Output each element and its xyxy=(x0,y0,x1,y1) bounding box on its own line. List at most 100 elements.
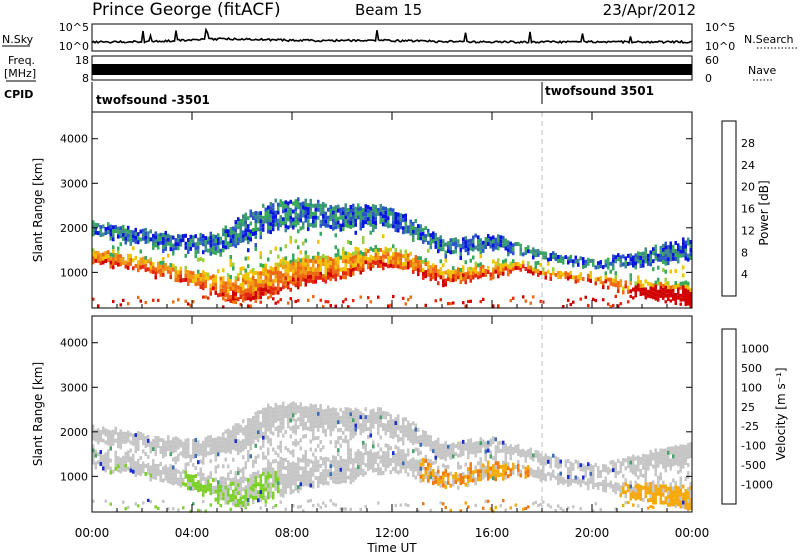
data-cell xyxy=(249,422,252,427)
data-cell xyxy=(239,235,242,239)
data-cell xyxy=(329,424,332,429)
data-cell xyxy=(322,421,325,426)
data-cell xyxy=(577,274,580,279)
data-cell xyxy=(352,223,355,228)
data-cell xyxy=(599,276,602,281)
data-cell xyxy=(564,255,567,260)
data-cell xyxy=(232,286,235,291)
data-cell xyxy=(384,443,387,448)
data-cell xyxy=(659,496,662,501)
data-cell xyxy=(254,283,257,287)
data-cell xyxy=(329,499,332,503)
data-cell xyxy=(644,295,647,300)
data-cell xyxy=(647,257,650,262)
data-cell xyxy=(244,477,247,482)
data-cell xyxy=(209,475,212,480)
data-cell xyxy=(402,266,405,271)
data-cell xyxy=(319,259,322,264)
data-cell xyxy=(474,503,477,507)
data-cell xyxy=(209,287,212,292)
data-cell xyxy=(427,462,430,467)
data-cell xyxy=(592,258,595,263)
data-cell xyxy=(507,252,510,257)
data-cell xyxy=(404,453,407,458)
data-cell xyxy=(509,468,512,473)
data-cell xyxy=(232,457,235,462)
colorbar-tick-label: 1000 xyxy=(741,342,769,355)
data-cell xyxy=(347,407,350,412)
data-cell xyxy=(229,450,232,455)
data-cell xyxy=(119,437,122,442)
data-cell xyxy=(204,481,207,486)
nsearch-tick-top: 10^5 xyxy=(705,21,735,34)
data-cell xyxy=(342,410,345,415)
data-cell xyxy=(399,425,402,430)
data-cell xyxy=(177,274,180,279)
data-cell xyxy=(657,479,660,484)
data-cell xyxy=(652,283,655,288)
data-cell xyxy=(149,465,152,470)
data-cell xyxy=(379,203,382,208)
data-cell xyxy=(264,283,267,288)
data-cell xyxy=(152,439,155,444)
data-cell xyxy=(254,479,257,484)
data-cell xyxy=(294,223,297,228)
data-cell xyxy=(344,251,347,256)
data-cell xyxy=(212,450,215,454)
data-cell xyxy=(569,270,572,275)
data-cell xyxy=(252,491,255,496)
data-cell xyxy=(662,484,665,489)
data-cell xyxy=(477,445,480,450)
data-cell xyxy=(577,262,580,267)
data-cell xyxy=(359,266,362,271)
data-cell xyxy=(397,462,400,467)
data-cell xyxy=(222,248,225,253)
data-cell xyxy=(154,443,157,448)
data-cell xyxy=(234,499,237,504)
data-cell xyxy=(267,205,270,210)
data-cell xyxy=(234,240,237,245)
data-cell xyxy=(382,222,385,227)
data-cell xyxy=(294,271,297,276)
data-cell xyxy=(564,479,567,484)
data-cell xyxy=(224,497,227,502)
data-cell xyxy=(194,250,197,255)
data-cell xyxy=(524,450,527,455)
data-cell xyxy=(254,495,257,500)
data-cell xyxy=(264,263,267,268)
data-cell xyxy=(494,437,497,442)
data-cell xyxy=(144,464,147,468)
data-cell xyxy=(434,272,437,277)
data-cell xyxy=(647,454,650,459)
data-cell xyxy=(652,291,655,296)
data-cell xyxy=(362,452,365,457)
data-cell xyxy=(217,496,220,501)
data-cell xyxy=(479,477,482,482)
data-cell xyxy=(654,280,657,285)
data-cell xyxy=(424,430,427,435)
data-cell xyxy=(427,264,430,269)
data-cell xyxy=(144,267,147,272)
data-cell xyxy=(644,251,647,256)
data-cell xyxy=(197,440,200,445)
data-cell xyxy=(147,239,150,244)
data-cell xyxy=(332,463,335,468)
data-cell xyxy=(264,279,267,284)
data-cell xyxy=(637,283,640,288)
data-cell xyxy=(479,262,482,267)
data-cell xyxy=(592,297,595,301)
data-cell xyxy=(229,227,232,231)
data-cell xyxy=(689,446,692,450)
data-cell xyxy=(322,457,325,462)
data-cell xyxy=(504,258,507,263)
data-cell xyxy=(257,291,260,296)
data-cell xyxy=(237,431,240,436)
data-cell xyxy=(224,225,227,230)
data-cell xyxy=(354,451,357,456)
data-cell xyxy=(404,425,407,430)
data-cell xyxy=(187,250,190,254)
data-cell xyxy=(294,478,297,483)
data-cell xyxy=(284,466,287,470)
data-cell xyxy=(549,476,552,481)
data-cell xyxy=(502,239,505,244)
